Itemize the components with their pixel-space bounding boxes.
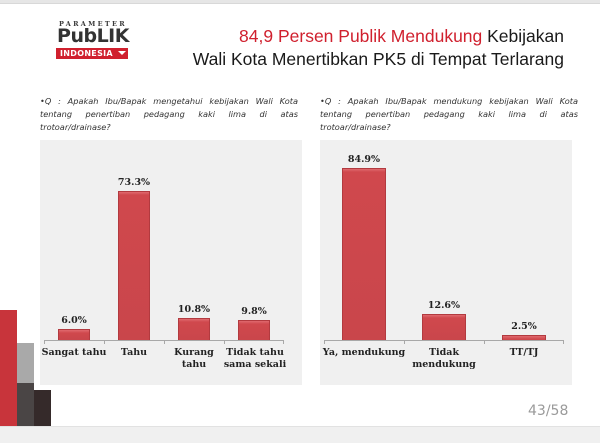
top-border xyxy=(0,0,600,4)
bar-ya-mendukung: 84.9% xyxy=(342,140,386,340)
axis-tick xyxy=(224,340,225,344)
right-plot: 84.9% 12.6% 2.5% Ya, mendukung Tidak men… xyxy=(323,140,564,370)
bar-sangat-tahu: 6.0% xyxy=(58,140,90,340)
bar-value-label: 10.8% xyxy=(177,304,211,315)
category-label: Tidak mendukung xyxy=(412,347,476,370)
decorative-red-block xyxy=(0,310,17,426)
title-highlight: 84,9 Persen Publik Mendukung xyxy=(239,26,483,46)
logo-top-text: PARAMETER xyxy=(59,20,127,28)
axis-tick xyxy=(484,340,485,344)
bar xyxy=(58,329,90,340)
category-label: Tidak tahu sama sekali xyxy=(223,347,287,370)
bar xyxy=(238,320,270,340)
bar-value-label: 2.5% xyxy=(511,321,537,332)
title-rest: Kebijakan xyxy=(482,26,564,46)
parameter-publik-logo: PARAMETER PubLIK INDONESIA xyxy=(54,20,132,62)
left-plot: 6.0% 73.3% 10.8% 9.8% Sangat tahu Tahu K… xyxy=(42,140,287,370)
bar-tidak-tahu: 9.8% xyxy=(238,140,270,340)
bar xyxy=(342,168,386,340)
axis-tick xyxy=(283,340,284,344)
category-label: Ya, mendukung xyxy=(322,347,406,358)
page-indicator: 43/58 xyxy=(528,403,569,419)
decorative-black-block xyxy=(34,390,51,426)
right-question: •Q : Apakah Ibu/Bapak mendukung kebijaka… xyxy=(320,96,578,132)
right-chart-panel: •Q : Apakah Ibu/Bapak mendukung kebijaka… xyxy=(320,95,582,385)
bar xyxy=(178,318,210,340)
category-label: Kurang tahu xyxy=(174,347,214,370)
right-chart-area: 84.9% 12.6% 2.5% Ya, mendukung Tidak men… xyxy=(320,140,572,385)
title-line-1: 84,9 Persen Publik Mendukung Kebijakan xyxy=(193,25,564,48)
category-label: TT/TJ xyxy=(509,347,539,358)
decorative-gray-block xyxy=(17,343,34,383)
logo-bottom-text: INDONESIA xyxy=(56,48,128,59)
title-line-2: Wali Kota Menertibkan PK5 di Tempat Terl… xyxy=(192,49,564,69)
bar-value-label: 6.0% xyxy=(61,315,87,326)
left-chart-panel: •Q : Apakah Ibu/Bapak mengetahui kebijak… xyxy=(40,95,302,385)
bar-tt-tj: 2.5% xyxy=(502,140,546,340)
axis-tick xyxy=(563,340,564,344)
axis-tick xyxy=(44,340,45,344)
category-label: Sangat tahu xyxy=(41,347,107,358)
axis-tick xyxy=(104,340,105,344)
bar-value-label: 12.6% xyxy=(427,300,461,311)
axis-tick xyxy=(164,340,165,344)
bottom-border xyxy=(0,426,600,443)
bar-tidak-mendukung: 12.6% xyxy=(422,140,466,340)
axis-tick xyxy=(404,340,405,344)
left-question: •Q : Apakah Ibu/Bapak mengetahui kebijak… xyxy=(40,96,298,132)
bar xyxy=(502,335,546,340)
slide-title: 84,9 Persen Publik Mendukung Kebijakan W… xyxy=(193,25,564,71)
bar-value-label: 73.3% xyxy=(117,177,151,188)
category-label: Tahu xyxy=(120,347,148,358)
bar-tahu: 73.3% xyxy=(118,140,150,340)
x-axis xyxy=(324,340,564,341)
bar xyxy=(118,191,150,340)
decorative-darkgray-block xyxy=(17,383,34,426)
bar-kurang-tahu: 10.8% xyxy=(178,140,210,340)
axis-tick xyxy=(324,340,325,344)
bar xyxy=(422,314,466,340)
bar-value-label: 9.8% xyxy=(241,306,267,317)
bar-value-label: 84.9% xyxy=(347,154,381,165)
left-chart-area: 6.0% 73.3% 10.8% 9.8% Sangat tahu Tahu K… xyxy=(40,140,302,385)
logo-main-text: PubLIK xyxy=(57,25,129,47)
